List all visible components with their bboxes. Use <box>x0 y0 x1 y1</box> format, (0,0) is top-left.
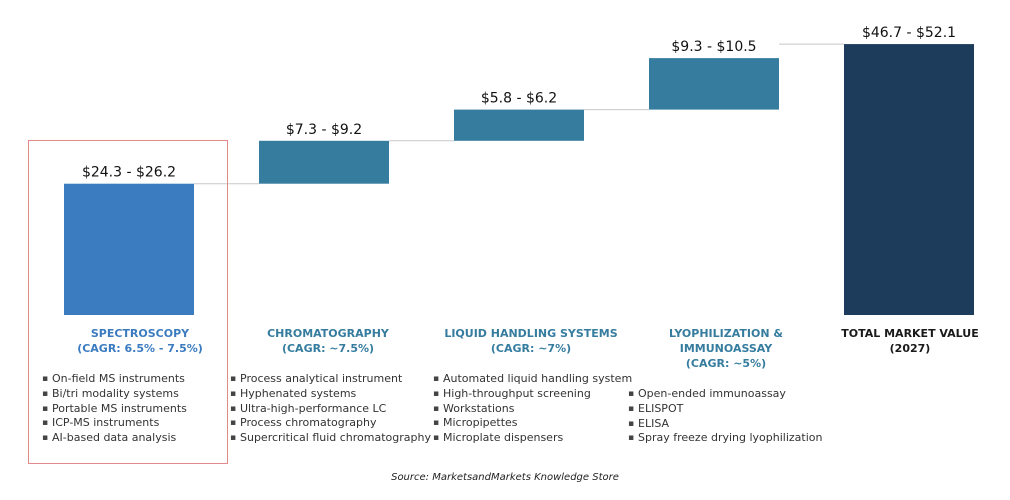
segment-item: AI-based data analysis <box>42 431 238 446</box>
category-column: SPECTROSCOPY (CAGR: 6.5% - 7.5%) On-field … <box>42 326 238 446</box>
category-cagr: (2027) <box>889 342 931 355</box>
segment-item: Supercritical fluid chromatography <box>230 431 431 446</box>
bar-chromatography <box>259 140 389 184</box>
bar-spectroscopy <box>64 183 194 315</box>
category-title: LIQUID HANDLING SYSTEMS <box>444 327 618 340</box>
segment-item: Micropipettes <box>433 416 629 431</box>
segment-item: Hyphenated systems <box>230 387 426 402</box>
data-label: $24.3 - $26.2 <box>82 165 176 181</box>
category-cagr: (CAGR: ~5%) <box>685 357 767 370</box>
segment-item: Process analytical instrument <box>230 372 426 387</box>
category-title: LYOPHILIZATION & IMMUNOASSAY <box>669 327 783 355</box>
category-title: TOTAL MARKET VALUE <box>841 327 979 340</box>
segment-list: Automated liquid handling systemHigh-thr… <box>433 372 632 446</box>
data-label: $46.7 - $52.1 <box>862 25 956 41</box>
segment-item: Microplate dispensers <box>433 431 629 446</box>
segment-item: Automated liquid handling system <box>433 372 632 387</box>
category-column: LYOPHILIZATION & IMMUNOASSAY (CAGR: ~5%) O… <box>628 326 824 446</box>
category-cagr: (CAGR: ~7.5%) <box>281 342 375 355</box>
category-column: LIQUID HANDLING SYSTEMS (CAGR: ~7%) Automa… <box>433 326 632 446</box>
category-title: CHROMATOGRAPHY <box>267 327 389 340</box>
bar-liquid-handling-systems <box>454 109 584 141</box>
data-label: $7.3 - $9.2 <box>286 122 362 138</box>
bar-lyophilization-immunoassay <box>649 58 779 110</box>
segment-list: On-field MS instrumentsBi/tri modality s… <box>42 372 238 446</box>
segment-item: Bi/tri modality systems <box>42 387 238 402</box>
data-label: $5.8 - $6.2 <box>481 91 557 107</box>
bar-total-market-value <box>844 44 974 316</box>
segment-item: ELISA <box>628 417 824 432</box>
segment-item: Workstations <box>433 402 629 417</box>
segment-item: Ultra-high-performance LC <box>230 402 426 417</box>
segment-list: Open-ended immunoassayELISPOTELISASpray … <box>628 387 824 446</box>
category-cagr: (CAGR: 6.5% - 7.5%) <box>77 342 203 355</box>
segment-item: ICP-MS instruments <box>42 416 238 431</box>
spectroscopy-highlight-box <box>28 140 228 464</box>
segment-item: Process chromatography <box>230 416 426 431</box>
category-cagr: (CAGR: ~7%) <box>490 342 572 355</box>
category-column: CHROMATOGRAPHY (CAGR: ~7.5%) Process analy… <box>230 326 431 446</box>
category-title: SPECTROSCOPY <box>90 327 190 340</box>
category-column: TOTAL MARKET VALUE (2027) <box>812 326 1008 356</box>
waterfall-chart: $24.3 - $26.2 $7.3 - $9.2 $5.8 - $6.2 $9.3 … <box>64 25 974 316</box>
segment-item: Spray freeze drying lyophilization <box>628 431 824 446</box>
segment-item: Portable MS instruments <box>42 402 238 417</box>
source-note: Source: MarketsandMarkets Knowledge Stor… <box>391 472 619 483</box>
segment-item: On-field MS instruments <box>42 372 238 387</box>
segment-item: Open-ended immunoassay <box>628 387 824 402</box>
segment-item: ELISPOT <box>628 402 824 417</box>
data-label: $9.3 - $10.5 <box>671 39 756 55</box>
segment-list: Process analytical instrumentHyphenated … <box>230 372 431 446</box>
segment-item: High-throughput screening <box>433 387 629 402</box>
